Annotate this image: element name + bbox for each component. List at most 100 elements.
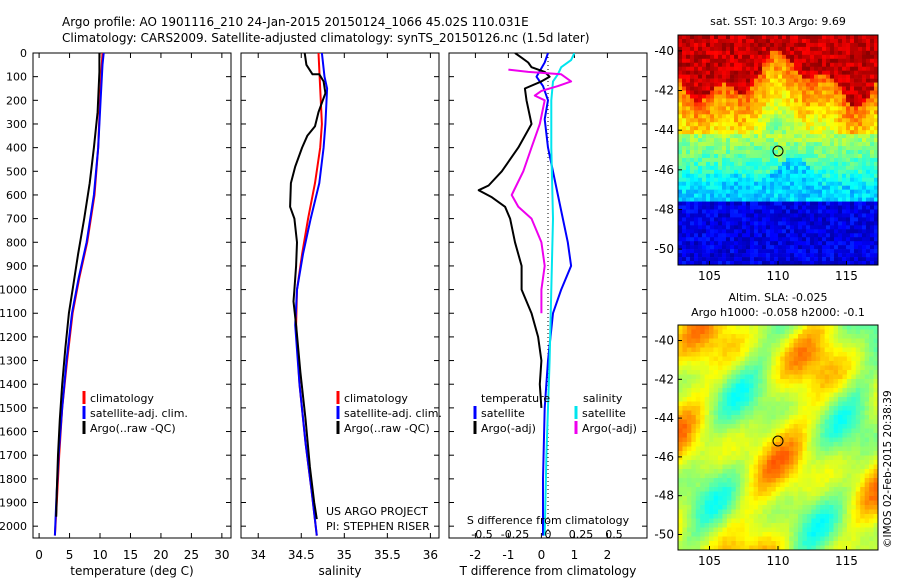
map-cell [854, 221, 859, 226]
map-cell [866, 249, 871, 254]
map-cell [858, 253, 863, 258]
map-cell [829, 415, 834, 420]
map-cell [742, 245, 747, 250]
map-cell [846, 245, 851, 250]
map-cell [750, 181, 755, 186]
map-cell [858, 138, 863, 143]
map-cell [774, 82, 779, 87]
map-cell [678, 469, 683, 474]
map-cell [710, 70, 715, 75]
map-cell [678, 78, 683, 83]
map-cell [838, 356, 843, 362]
map-cell [686, 225, 691, 230]
sla-map-title1: Altim. SLA: -0.025 [728, 291, 827, 304]
map-cell [678, 213, 683, 218]
map-cell [824, 460, 830, 465]
map-cell [798, 245, 803, 250]
map-cell [838, 118, 843, 123]
map-cell [815, 325, 821, 330]
map-cell [746, 122, 751, 127]
map-cell [846, 361, 852, 366]
map-cell [694, 130, 699, 135]
map-cell [734, 197, 739, 202]
map-cell [774, 126, 779, 131]
map-cell [810, 261, 815, 266]
map-cell [695, 451, 701, 456]
map-cell [770, 102, 775, 107]
map-cell [846, 130, 851, 135]
map-cell [789, 437, 794, 443]
map-cell [738, 237, 743, 242]
map-cell [851, 451, 857, 456]
map-cell [722, 42, 727, 48]
map-cell [866, 209, 871, 214]
map-cell [740, 428, 745, 434]
map-cell [758, 54, 763, 60]
map-cell [738, 161, 743, 167]
map-cell [749, 491, 754, 497]
map-cell [734, 70, 739, 75]
map-cell [742, 209, 747, 214]
map-cell [678, 352, 683, 357]
map-cell [802, 237, 807, 242]
map-cell [726, 134, 731, 139]
map-cell [782, 253, 787, 258]
map-cell [702, 193, 707, 198]
map-cell [682, 442, 688, 447]
map-cell [818, 193, 823, 198]
map-cell [838, 245, 843, 250]
map-cell [695, 437, 701, 443]
map-cell [842, 102, 847, 107]
map-cell [838, 257, 843, 262]
map-cell [866, 86, 871, 91]
map-cell [735, 370, 741, 375]
map-cell [749, 388, 754, 393]
map-cell [704, 428, 710, 434]
map-cell [690, 197, 695, 202]
map-cell [858, 205, 863, 210]
map-cell [830, 70, 835, 75]
map-cell [746, 229, 751, 234]
map-cell [778, 130, 783, 135]
map-cell [686, 185, 691, 190]
map-cell [731, 460, 737, 465]
map-cell [826, 201, 831, 206]
map-cell [838, 473, 843, 479]
map-cell [798, 496, 803, 501]
map-cell [854, 173, 859, 179]
map-cell [858, 106, 863, 111]
map-cell [830, 98, 835, 103]
s-tick-label: 0.5 [605, 528, 623, 541]
map-cell [742, 122, 747, 127]
map-cell [842, 325, 848, 330]
map-cell [790, 142, 795, 147]
map-cell [829, 356, 834, 362]
map-cell [818, 138, 823, 143]
map-cell [793, 379, 799, 384]
map-cell [790, 86, 795, 91]
map-cell [738, 169, 743, 175]
map-cell [766, 106, 771, 111]
map-cell [838, 419, 843, 425]
map-cell [822, 62, 827, 68]
map-cell [735, 347, 741, 353]
legend-t-argo-label: Argo(-adj) [481, 422, 536, 435]
map-cell [833, 370, 839, 375]
map-cell [750, 213, 755, 218]
map-cell [718, 419, 723, 425]
map-cell [722, 446, 728, 452]
map-cell [700, 505, 705, 510]
map-cell [740, 410, 745, 416]
map-cell [786, 237, 791, 242]
map-cell [784, 415, 790, 420]
map-cell [794, 78, 799, 83]
map-cell [775, 424, 781, 429]
map-cell [695, 329, 701, 335]
map-cell [702, 225, 707, 230]
map-cell [824, 437, 830, 443]
map-cell [735, 496, 741, 501]
map-cell [762, 122, 767, 127]
map-cell [870, 225, 875, 230]
map-cell [858, 153, 863, 159]
map-cell [798, 138, 803, 143]
